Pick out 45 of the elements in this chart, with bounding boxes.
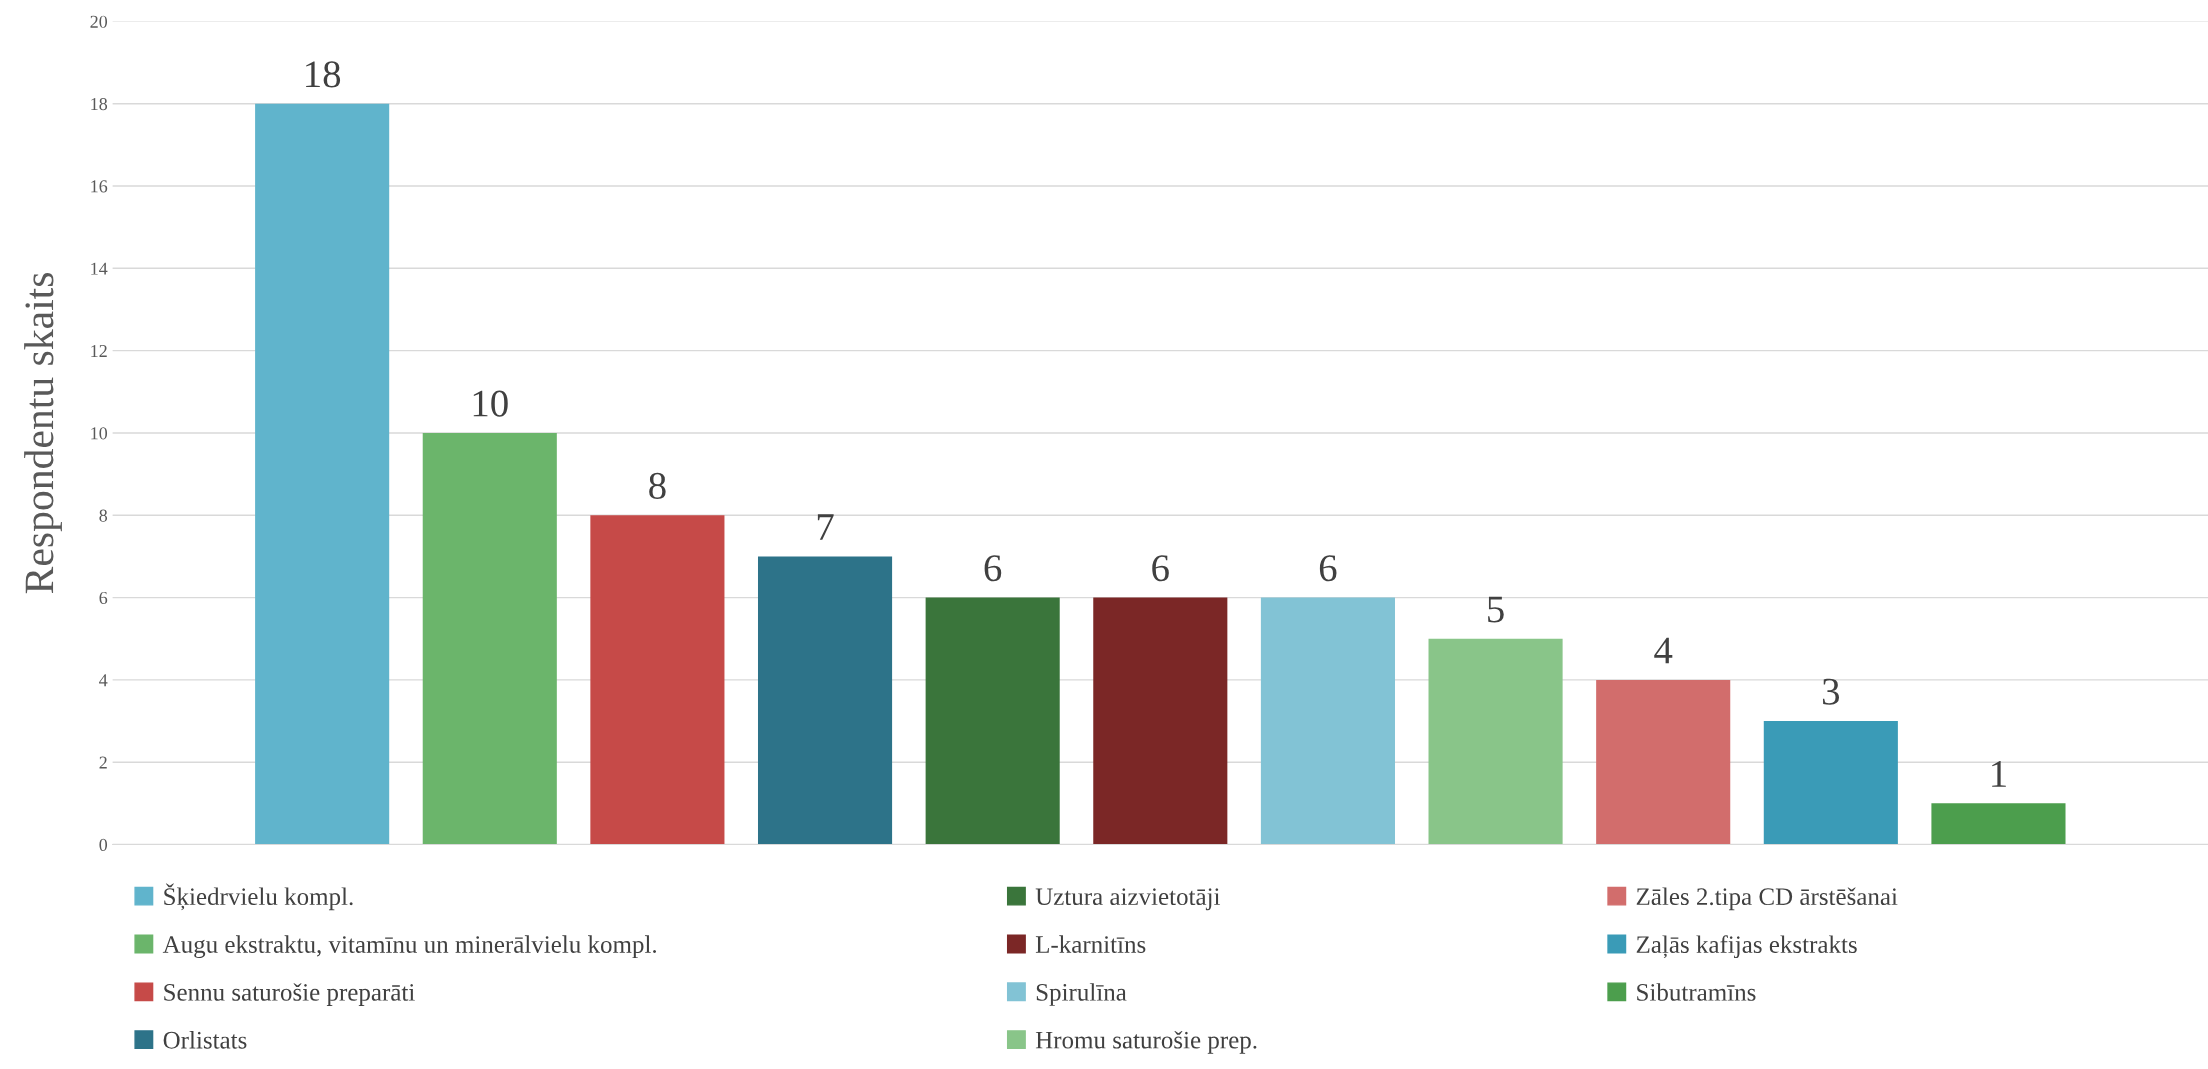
data-label: 7: [817, 514, 834, 540]
legend-label: L-karnitīns: [1035, 935, 1146, 953]
y-tick-label: 0: [99, 838, 108, 851]
bar: [1093, 597, 1228, 845]
data-label: 5: [1488, 596, 1504, 623]
y-tick-label: 20: [90, 15, 108, 28]
y-tick-label: 16: [91, 180, 108, 193]
data-label: 6: [984, 555, 1002, 582]
y-tick-label: 12: [91, 344, 107, 357]
bar: [590, 515, 725, 845]
y-tick-label: 2: [99, 756, 107, 769]
y-tick-label: 18: [91, 97, 108, 111]
y-tick-label: 4: [99, 674, 108, 687]
bar: [1931, 803, 2066, 845]
legend-label: Šķiedrvielu kompl.: [164, 883, 353, 911]
legend-label: Sibutramīns: [1637, 983, 1756, 1001]
bar: [255, 103, 390, 845]
y-tick-label: 8: [99, 509, 108, 522]
bar: [757, 556, 893, 845]
data-label: 6: [1152, 555, 1169, 582]
bar: [1260, 597, 1395, 845]
bar: [1428, 638, 1563, 845]
data-label: 6: [1319, 555, 1337, 582]
y-axis-title: Respondentu skaits: [24, 273, 62, 594]
legend-label: Orlistats: [163, 1031, 247, 1049]
bar: [422, 432, 557, 845]
data-label: 18: [306, 61, 341, 88]
legend-label: Hromu saturošie prep.: [1035, 1030, 1257, 1054]
y-tick-label: 10: [91, 427, 108, 440]
y-tick-label: 14: [91, 262, 108, 275]
data-label: 1: [1992, 761, 2006, 787]
data-label: 3: [1822, 678, 1840, 705]
legend-label: Zāles 2.tipa CD ārstēšanai: [1636, 887, 1898, 911]
data-label: 8: [649, 472, 666, 500]
bar: [1596, 679, 1731, 845]
y-tick-label: 6: [99, 591, 108, 605]
legend-label: Sennu saturošie preparāti: [164, 983, 415, 1006]
bar: [925, 597, 1060, 845]
legend-label: Uztura aizvietotāji: [1035, 888, 1221, 911]
bar: [1763, 721, 1898, 845]
legend-label: Spirulīna: [1036, 983, 1127, 1006]
legend-label: Augu ekstraktu, vitamīnu un minerālvielu kompl.: [162, 935, 657, 959]
data-label: 10: [473, 390, 508, 417]
legend-label: Zaļās kafijas ekstrakts: [1636, 935, 1857, 959]
data-label: 4: [1654, 637, 1673, 664]
